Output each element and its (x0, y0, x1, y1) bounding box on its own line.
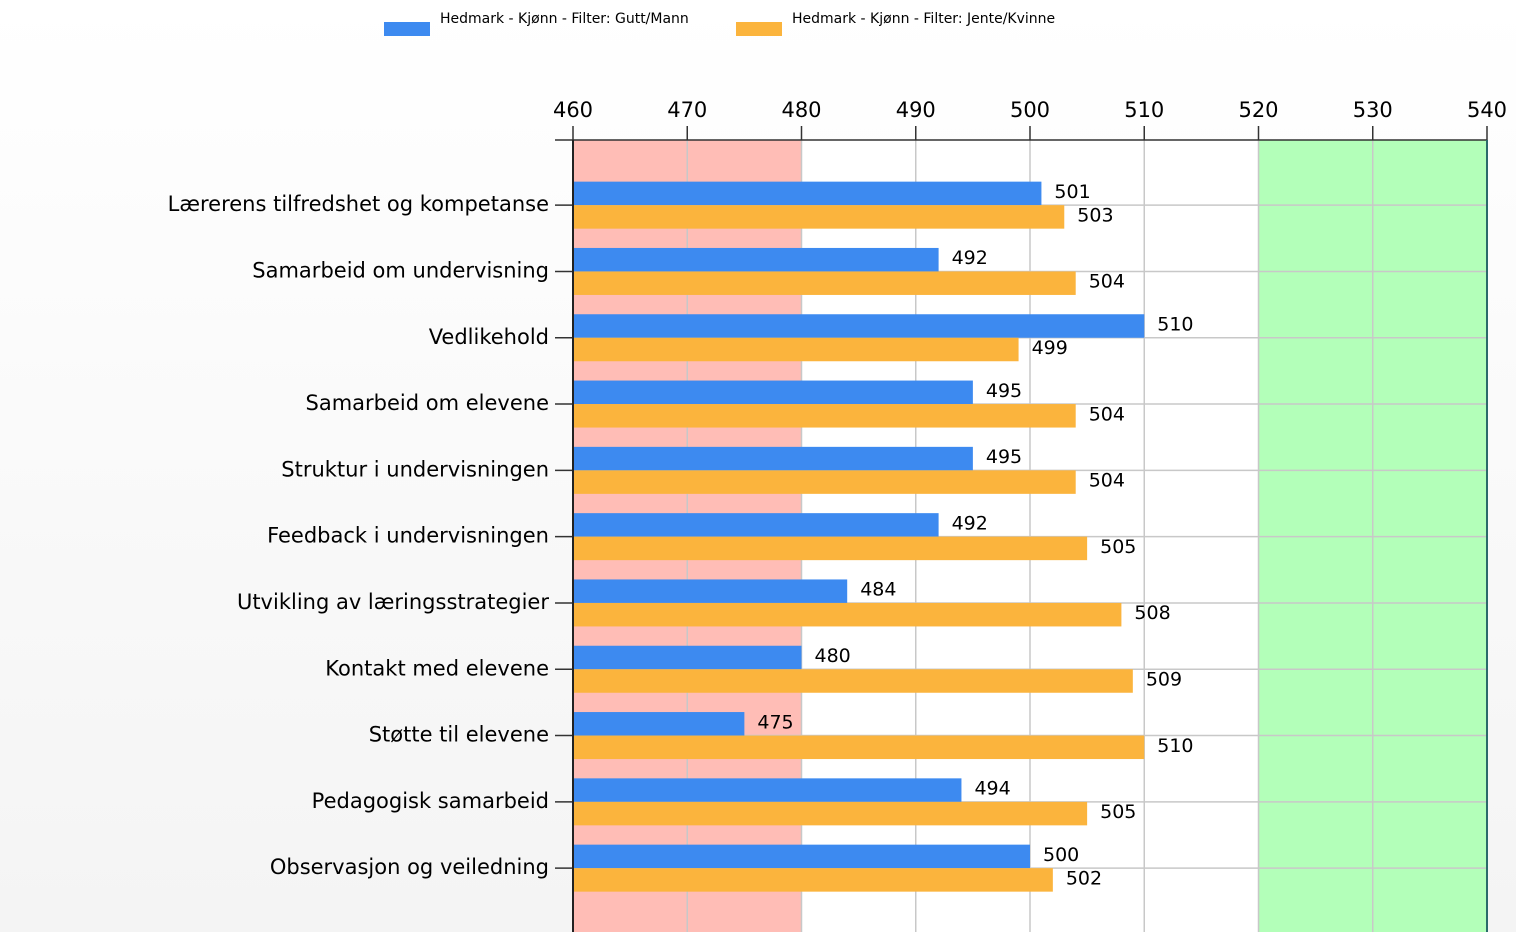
data-label: 492 (952, 247, 988, 269)
x-tick-label: 540 (1467, 98, 1507, 122)
bar (573, 513, 939, 537)
data-label: 509 (1146, 669, 1182, 691)
bar (573, 337, 1019, 362)
legend: Hedmark - Kjønn - Filter: Gutt/Mann Hedma… (0, 0, 1516, 60)
bar (573, 314, 1145, 338)
x-tick-label: 510 (1124, 98, 1164, 122)
bar (573, 844, 1030, 869)
bar (573, 404, 1076, 428)
legend-item: Hedmark - Kjønn - Filter: Gutt/Mann (384, 10, 710, 36)
y-tick-label: Observasjon og veiledning (270, 855, 549, 879)
data-label: 510 (1157, 735, 1193, 757)
data-label: 495 (986, 380, 1022, 402)
bar (573, 205, 1065, 229)
x-tick-label: 530 (1353, 98, 1393, 122)
data-label: 504 (1089, 470, 1125, 492)
x-tick-label: 500 (1010, 98, 1050, 122)
bar (573, 602, 1122, 627)
y-tick-label: Samarbeid om undervisning (252, 258, 549, 282)
y-tick-label: Struktur i undervisningen (281, 457, 549, 481)
data-label: 501 (1054, 181, 1090, 203)
data-label: 499 (1032, 337, 1068, 359)
x-tick-label: 480 (781, 98, 821, 122)
bar (573, 536, 1088, 561)
data-label: 500 (1043, 844, 1079, 866)
y-tick-label: Vedlikehold (429, 325, 549, 349)
data-label: 510 (1157, 314, 1193, 336)
y-tick-label: Kontakt med elevene (325, 656, 549, 680)
bar (573, 645, 802, 670)
data-label: 475 (757, 711, 793, 733)
data-label: 505 (1100, 801, 1136, 823)
bar (573, 868, 1053, 892)
bar (573, 181, 1042, 206)
data-label: 494 (974, 778, 1010, 800)
bar (573, 669, 1133, 693)
data-label: 480 (815, 645, 851, 667)
y-tick-label: Samarbeid om elevene (306, 391, 549, 415)
legend-swatch (384, 22, 430, 36)
y-tick-label: Feedback i undervisningen (267, 524, 549, 548)
y-tick-label: Pedagogisk samarbeid (312, 789, 549, 813)
data-label: 502 (1066, 867, 1102, 889)
bar (573, 247, 939, 272)
bar (573, 579, 848, 603)
data-label: 495 (986, 446, 1022, 468)
bar (573, 470, 1076, 494)
x-tick-label: 470 (667, 98, 707, 122)
y-tick-label: Utvikling av læringsstrategier (237, 590, 549, 614)
bar (573, 735, 1145, 760)
data-label: 504 (1089, 271, 1125, 293)
data-label: 492 (952, 512, 988, 534)
data-label: 484 (860, 579, 896, 601)
y-tick-label: Støtte til elevene (369, 723, 549, 747)
bar (573, 446, 973, 471)
x-tick-label: 460 (553, 98, 593, 122)
legend-label: Hedmark - Kjønn - Filter: Gutt/Mann (440, 11, 689, 27)
bar (573, 778, 962, 802)
bar (573, 380, 973, 405)
data-label: 508 (1134, 602, 1170, 624)
legend-swatch (736, 22, 782, 36)
legend-label: Hedmark - Kjønn - Filter: Jente/Kvinne (792, 11, 1056, 27)
y-tick-label: Lærerens tilfredshet og kompetanse (168, 192, 549, 216)
x-tick-label: 490 (896, 98, 936, 122)
bar (573, 712, 745, 736)
data-label: 504 (1089, 403, 1125, 425)
data-label: 503 (1077, 204, 1113, 226)
x-tick-label: 520 (1238, 98, 1278, 122)
data-label: 505 (1100, 536, 1136, 558)
bar (573, 271, 1076, 295)
legend-item: Hedmark - Kjønn - Filter: Jente/Kvinne (736, 10, 1062, 36)
bar (573, 801, 1088, 826)
